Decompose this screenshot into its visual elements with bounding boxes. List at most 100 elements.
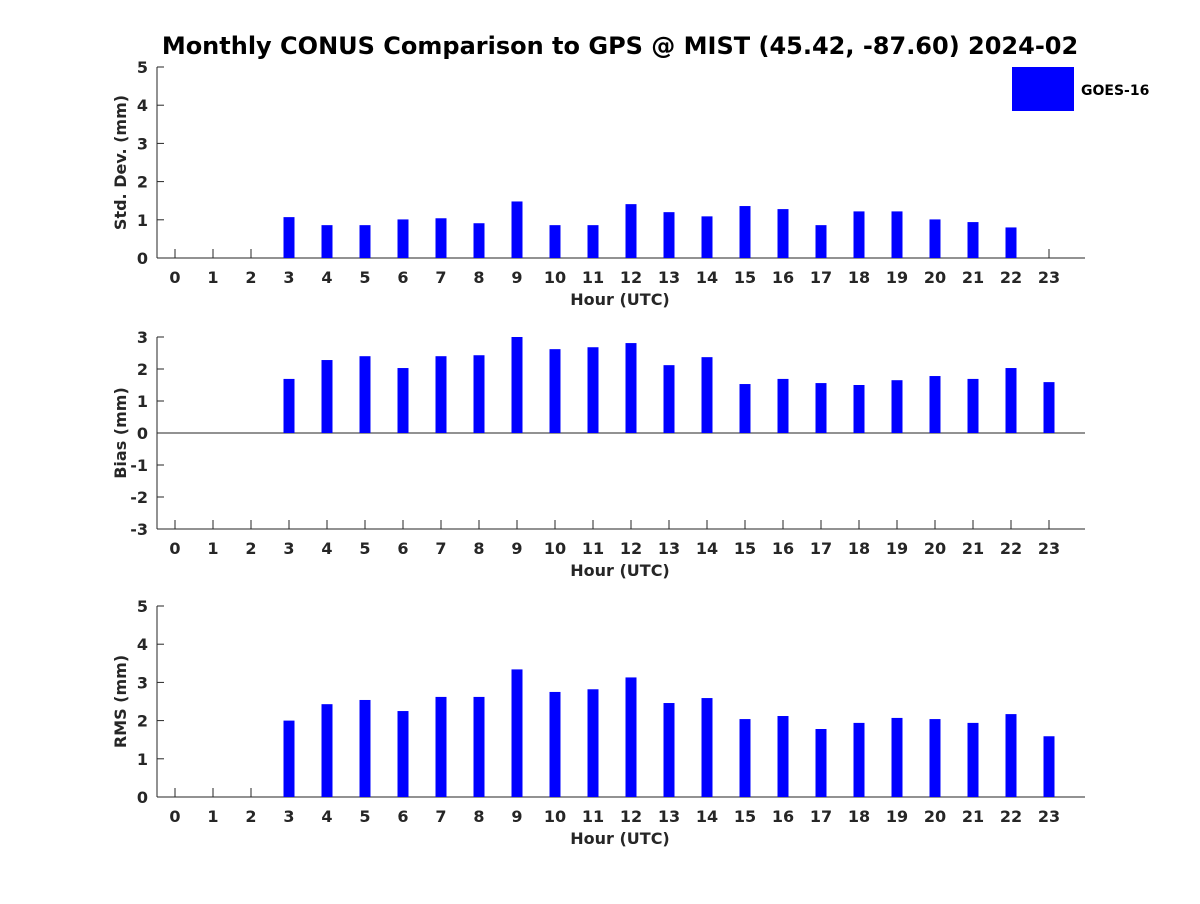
bias-xtick-label: 3	[283, 539, 294, 558]
std-dev-bar-hour-22	[1005, 227, 1017, 258]
std-dev-bar-hour-18	[853, 211, 865, 258]
bias-xtick-label: 22	[1000, 539, 1022, 558]
bias-bar-hour-7	[435, 356, 447, 433]
bias-xlabel: Hour (UTC)	[570, 561, 670, 580]
bias-bar-hour-4	[321, 360, 333, 433]
std-dev-xtick-label: 18	[848, 268, 870, 287]
bias-xtick-label: 6	[397, 539, 408, 558]
rms-bar-hour-15	[739, 719, 751, 797]
std-dev-bar-hour-8	[473, 223, 485, 258]
std-dev-xtick-label: 21	[962, 268, 984, 287]
bias-xtick-label: 17	[810, 539, 832, 558]
rms-xtick-label: 22	[1000, 807, 1022, 826]
rms-xtick-label: 20	[924, 807, 946, 826]
rms-xtick-label: 23	[1038, 807, 1060, 826]
bias-bar-hour-21	[967, 378, 979, 433]
bias-xtick-label: 5	[359, 539, 370, 558]
bias-xtick-label: 20	[924, 539, 946, 558]
rms-bar-hour-8	[473, 696, 485, 797]
rms-xtick-label: 21	[962, 807, 984, 826]
rms-ytick-label: 2	[137, 712, 148, 731]
rms-bar-hour-17	[815, 729, 827, 797]
rms-bar-hour-3	[283, 720, 295, 797]
rms-xtick-label: 2	[245, 807, 256, 826]
std-dev-ytick-label: 5	[137, 58, 148, 77]
rms-xtick-label: 7	[435, 807, 446, 826]
chart-title: Monthly CONUS Comparison to GPS @ MIST (…	[162, 32, 1078, 60]
std-dev-bar-hour-6	[397, 219, 409, 258]
rms-bar-hour-10	[549, 691, 561, 797]
std-dev-bar-hour-21	[967, 222, 979, 258]
legend-swatch-goes16	[1012, 67, 1074, 111]
bias-ytick-label: -3	[130, 520, 148, 539]
rms-xtick-label: 13	[658, 807, 680, 826]
bias-ytick-label: 2	[137, 360, 148, 379]
rms-xtick-label: 9	[511, 807, 522, 826]
std-dev-bar-hour-11	[587, 225, 599, 258]
std-dev-xtick-label: 13	[658, 268, 680, 287]
bias-bar-hour-13	[663, 365, 675, 433]
std-dev-xtick-label: 11	[582, 268, 604, 287]
std-dev-bar-hour-13	[663, 212, 675, 258]
std-dev-ylabel: Std. Dev. (mm)	[111, 95, 130, 230]
rms-bar-hour-21	[967, 722, 979, 797]
rms-bar-hour-14	[701, 698, 713, 797]
rms-xtick-label: 8	[473, 807, 484, 826]
bias-ytick-label: 0	[137, 424, 148, 443]
bias-bar-hour-3	[283, 378, 295, 433]
bias-bar-hour-18	[853, 385, 865, 433]
rms-xtick-label: 0	[169, 807, 180, 826]
rms-bar-hour-23	[1043, 736, 1055, 797]
std-dev-ytick-label: 2	[137, 173, 148, 192]
rms-bar-hour-12	[625, 677, 637, 797]
std-dev-bar-hour-14	[701, 216, 713, 258]
rms-xtick-label: 4	[321, 807, 332, 826]
bias-ytick-label: -2	[130, 488, 148, 507]
std-dev-xtick-label: 6	[397, 268, 408, 287]
std-dev-bar-hour-19	[891, 211, 903, 258]
std-dev-xtick-label: 23	[1038, 268, 1060, 287]
legend-label-goes16: GOES-16	[1081, 83, 1149, 99]
bias-bar-hour-8	[473, 355, 485, 433]
bias-ytick-label: 3	[137, 328, 148, 347]
rms-xlabel: Hour (UTC)	[570, 829, 670, 848]
bias-xtick-label: 1	[207, 539, 218, 558]
std-dev-xtick-label: 7	[435, 268, 446, 287]
std-dev-xtick-label: 0	[169, 268, 180, 287]
std-dev-bar-hour-12	[625, 204, 637, 258]
bias-xtick-label: 15	[734, 539, 756, 558]
bias-xtick-label: 8	[473, 539, 484, 558]
rms-bar-hour-22	[1005, 714, 1017, 797]
rms-xtick-label: 15	[734, 807, 756, 826]
std-dev-ytick-label: 4	[137, 96, 148, 115]
bias-xtick-label: 23	[1038, 539, 1060, 558]
std-dev-xtick-label: 3	[283, 268, 294, 287]
std-dev-xtick-label: 22	[1000, 268, 1022, 287]
rms-bar-hour-19	[891, 717, 903, 797]
bias-bar-hour-22	[1005, 368, 1017, 433]
std-dev-ytick-label: 1	[137, 211, 148, 230]
std-dev-xtick-label: 8	[473, 268, 484, 287]
bias-bar-hour-14	[701, 357, 713, 433]
std-dev-bar-hour-5	[359, 225, 371, 258]
bias-xtick-label: 14	[696, 539, 718, 558]
std-dev-xtick-label: 4	[321, 268, 332, 287]
rms-bar-hour-11	[587, 689, 599, 797]
rms-bar-hour-6	[397, 711, 409, 797]
bias-xtick-label: 4	[321, 539, 332, 558]
rms-xtick-label: 14	[696, 807, 718, 826]
std-dev-bar-hour-15	[739, 206, 751, 258]
rms-xtick-label: 6	[397, 807, 408, 826]
rms-ytick-label: 3	[137, 673, 148, 692]
std-dev-xtick-label: 12	[620, 268, 642, 287]
bias-xtick-label: 12	[620, 539, 642, 558]
rms-xtick-label: 5	[359, 807, 370, 826]
bias-xtick-label: 10	[544, 539, 566, 558]
bias-ytick-label: -1	[130, 456, 148, 475]
rms-bar-hour-20	[929, 719, 941, 797]
std-dev-xtick-label: 16	[772, 268, 794, 287]
rms-xtick-label: 3	[283, 807, 294, 826]
